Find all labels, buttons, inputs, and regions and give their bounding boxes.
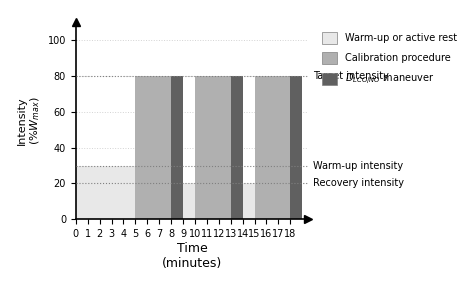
Bar [76, 166, 136, 219]
Text: Target intensity: Target intensity [313, 71, 389, 81]
X-axis label: Time
(minutes): Time (minutes) [162, 242, 222, 270]
Bar [195, 76, 231, 219]
Bar [171, 76, 183, 219]
Bar [183, 183, 195, 219]
Bar [255, 76, 290, 219]
Bar [136, 76, 171, 219]
Bar [231, 76, 243, 219]
Y-axis label: Intensity
($\%W_{max}$): Intensity ($\%W_{max}$) [17, 96, 42, 145]
Text: Recovery intensity: Recovery intensity [313, 178, 404, 189]
Text: Warm-up intensity: Warm-up intensity [313, 160, 403, 171]
Bar [243, 183, 255, 219]
Legend: Warm-up or active rest, Calibration procedure, $D_{LCO/NO}$ maneuver: Warm-up or active rest, Calibration proc… [318, 27, 462, 91]
Bar [290, 76, 302, 219]
